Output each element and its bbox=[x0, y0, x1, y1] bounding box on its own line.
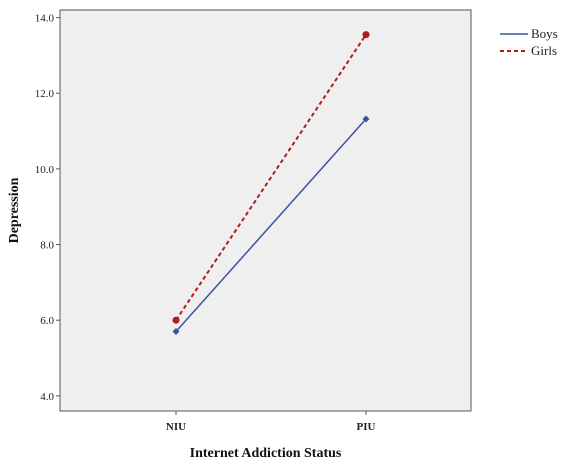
plot-area bbox=[59, 9, 472, 412]
series-layer bbox=[172, 31, 370, 336]
y-tick-label: 14.0 bbox=[35, 13, 55, 25]
legend-label-girls: Girls bbox=[531, 43, 557, 58]
y-axis: 4.0 6.0 8.0 10.0 12.0 14.0 bbox=[35, 13, 60, 403]
x-tick-label: NIU bbox=[166, 421, 186, 433]
series-line-girls bbox=[175, 34, 367, 321]
data-point-girls bbox=[362, 31, 370, 39]
legend-label-boys: Boys bbox=[531, 26, 558, 41]
data-point-boys bbox=[362, 115, 370, 123]
series-line-boys bbox=[175, 118, 367, 333]
y-tick-label: 8.0 bbox=[40, 240, 54, 252]
data-point-girls bbox=[172, 316, 180, 324]
x-axis-title: Internet Addiction Status bbox=[190, 446, 342, 461]
y-axis-title: Depression bbox=[7, 177, 22, 243]
legend: Boys Girls bbox=[500, 26, 558, 58]
y-tick-label: 12.0 bbox=[35, 88, 55, 100]
y-tick-label: 6.0 bbox=[40, 315, 54, 327]
y-tick-label: 4.0 bbox=[40, 391, 54, 403]
x-axis: NIU PIU bbox=[166, 411, 376, 433]
x-tick-label: PIU bbox=[357, 421, 376, 433]
y-tick-label: 10.0 bbox=[35, 164, 55, 176]
data-point-boys bbox=[172, 328, 180, 336]
